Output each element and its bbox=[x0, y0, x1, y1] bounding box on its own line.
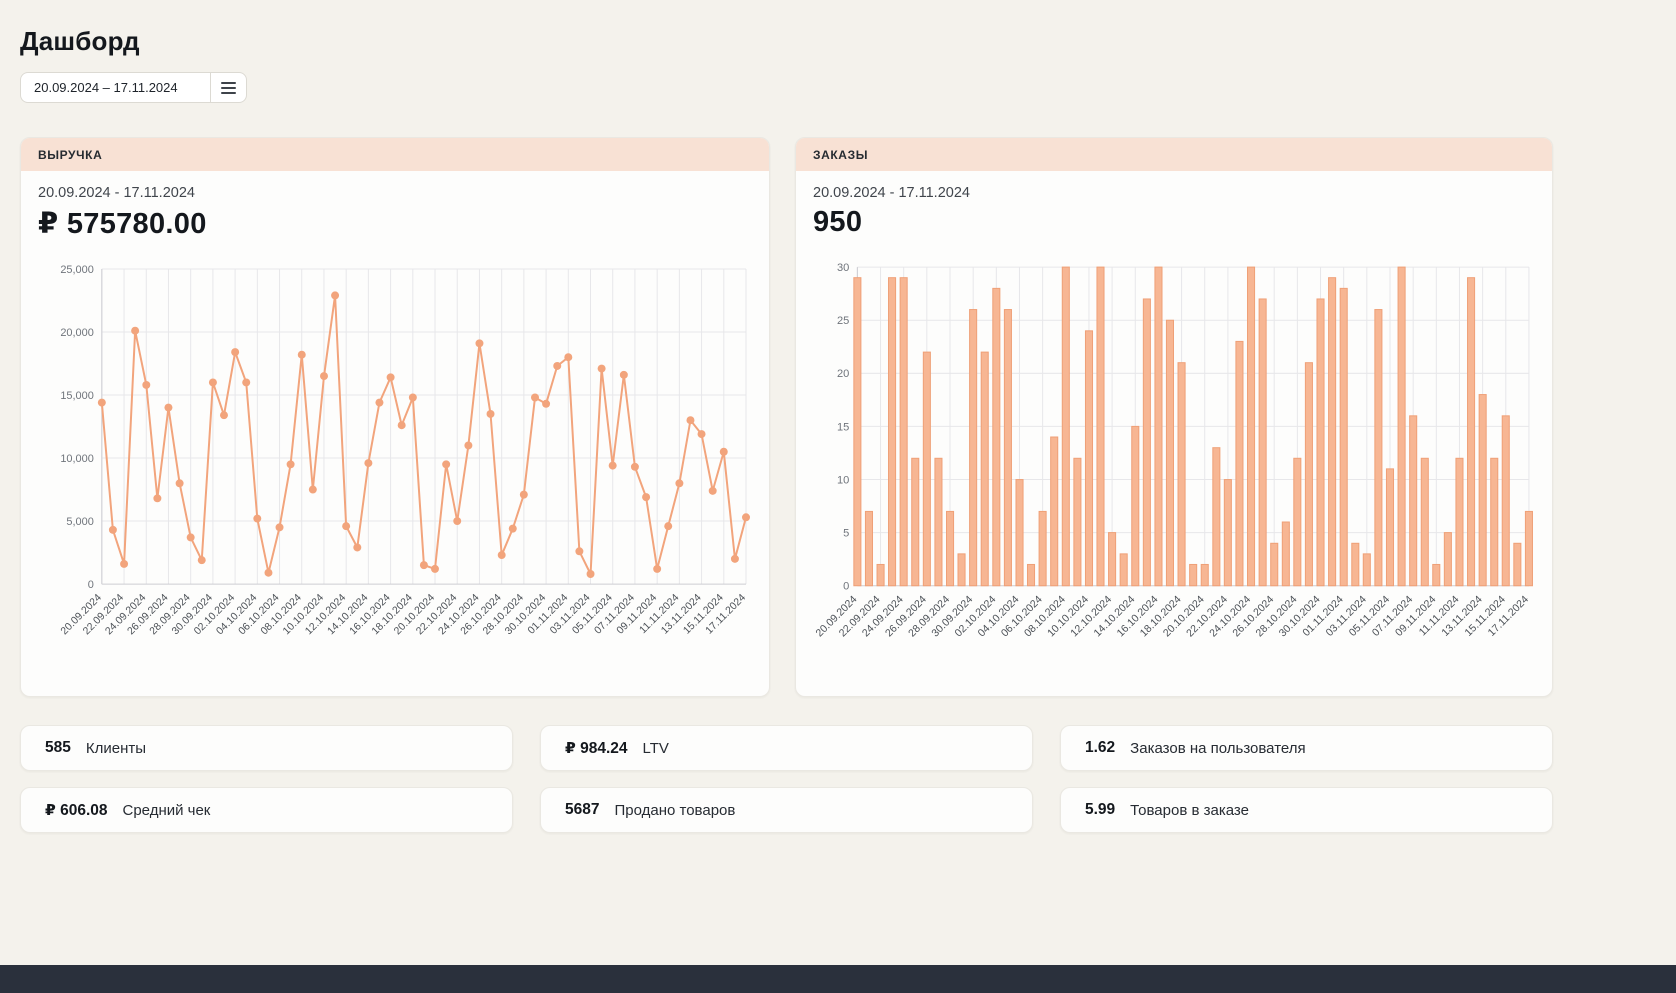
stat-card-ltv: ₽ 984.24 LTV bbox=[540, 725, 1033, 771]
stat-label: Товаров в заказе bbox=[1130, 801, 1249, 819]
stat-label: Заказов на пользователя bbox=[1130, 739, 1306, 757]
svg-text:0: 0 bbox=[843, 581, 849, 593]
svg-text:20,000: 20,000 bbox=[60, 327, 94, 339]
orders-total: 950 bbox=[813, 206, 863, 238]
svg-text:25: 25 bbox=[837, 315, 849, 327]
svg-text:0: 0 bbox=[88, 579, 94, 591]
revenue-total: ₽ 575780.00 bbox=[38, 208, 207, 240]
stat-label: LTV bbox=[642, 739, 669, 757]
stat-label: Продано товаров bbox=[614, 801, 736, 819]
dashboard-page: Дашборд ВЫРУЧКА 20.09.2024 - 17.11.2024 … bbox=[20, 0, 1553, 833]
svg-text:25,000: 25,000 bbox=[60, 264, 94, 276]
stat-label: Средний чек bbox=[122, 801, 211, 819]
revenue-period: 20.09.2024 - 17.11.2024 bbox=[38, 185, 195, 201]
svg-text:10,000: 10,000 bbox=[60, 453, 94, 465]
filter-menu-button[interactable] bbox=[210, 72, 247, 103]
date-filter bbox=[20, 72, 1553, 103]
stat-value: ₽ 984.24 bbox=[565, 739, 628, 757]
page-title: Дашборд bbox=[20, 26, 140, 56]
stat-value: 5.99 bbox=[1085, 801, 1116, 818]
stat-card-items-sold: 5687 Продано товаров bbox=[540, 787, 1033, 833]
revenue-line-chart: 0 5,000 10,000 15,000 20,000 25,000 20.09.2024… bbox=[38, 257, 752, 654]
stat-card-clients: 585 Клиенты bbox=[20, 725, 513, 771]
svg-text:15: 15 bbox=[837, 421, 849, 433]
stat-value: 5687 bbox=[565, 801, 600, 818]
charts-row: ВЫРУЧКА 20.09.2024 - 17.11.2024 ₽ 575780… bbox=[20, 137, 1553, 697]
stat-value: ₽ 606.08 bbox=[45, 801, 108, 819]
svg-text:10: 10 bbox=[837, 474, 849, 486]
revenue-card-header: ВЫРУЧКА bbox=[21, 138, 769, 171]
stat-card-items-per-order: 5.99 Товаров в заказе bbox=[1060, 787, 1553, 833]
bottom-bar bbox=[0, 965, 1676, 993]
orders-card-header: ЗАКАЗЫ bbox=[796, 138, 1552, 171]
stat-value: 585 bbox=[45, 739, 71, 756]
stat-card-orders-per-user: 1.62 Заказов на пользователя bbox=[1060, 725, 1553, 771]
stat-value: 1.62 bbox=[1085, 739, 1116, 756]
svg-text:30: 30 bbox=[837, 262, 849, 274]
revenue-card: ВЫРУЧКА 20.09.2024 - 17.11.2024 ₽ 575780… bbox=[20, 137, 770, 697]
hamburger-icon bbox=[221, 81, 236, 84]
svg-text:5,000: 5,000 bbox=[66, 516, 93, 528]
date-range-input[interactable] bbox=[20, 72, 210, 103]
orders-bar-chart: 0 5 10 15 20 25 30 20.09.2024 22.09.2024 24.09.20… bbox=[813, 255, 1535, 656]
svg-text:5: 5 bbox=[843, 527, 849, 539]
svg-text:15,000: 15,000 bbox=[60, 390, 94, 402]
orders-card: ЗАКАЗЫ 20.09.2024 - 17.11.2024 950 0 5 10 1… bbox=[795, 137, 1553, 697]
svg-text:20: 20 bbox=[837, 368, 849, 380]
stat-card-average-check: ₽ 606.08 Средний чек bbox=[20, 787, 513, 833]
stat-label: Клиенты bbox=[85, 739, 147, 757]
stats-grid: 585 Клиенты ₽ 984.24 LTV 1.62 Заказов на… bbox=[20, 725, 1553, 833]
orders-period: 20.09.2024 - 17.11.2024 bbox=[813, 185, 970, 201]
